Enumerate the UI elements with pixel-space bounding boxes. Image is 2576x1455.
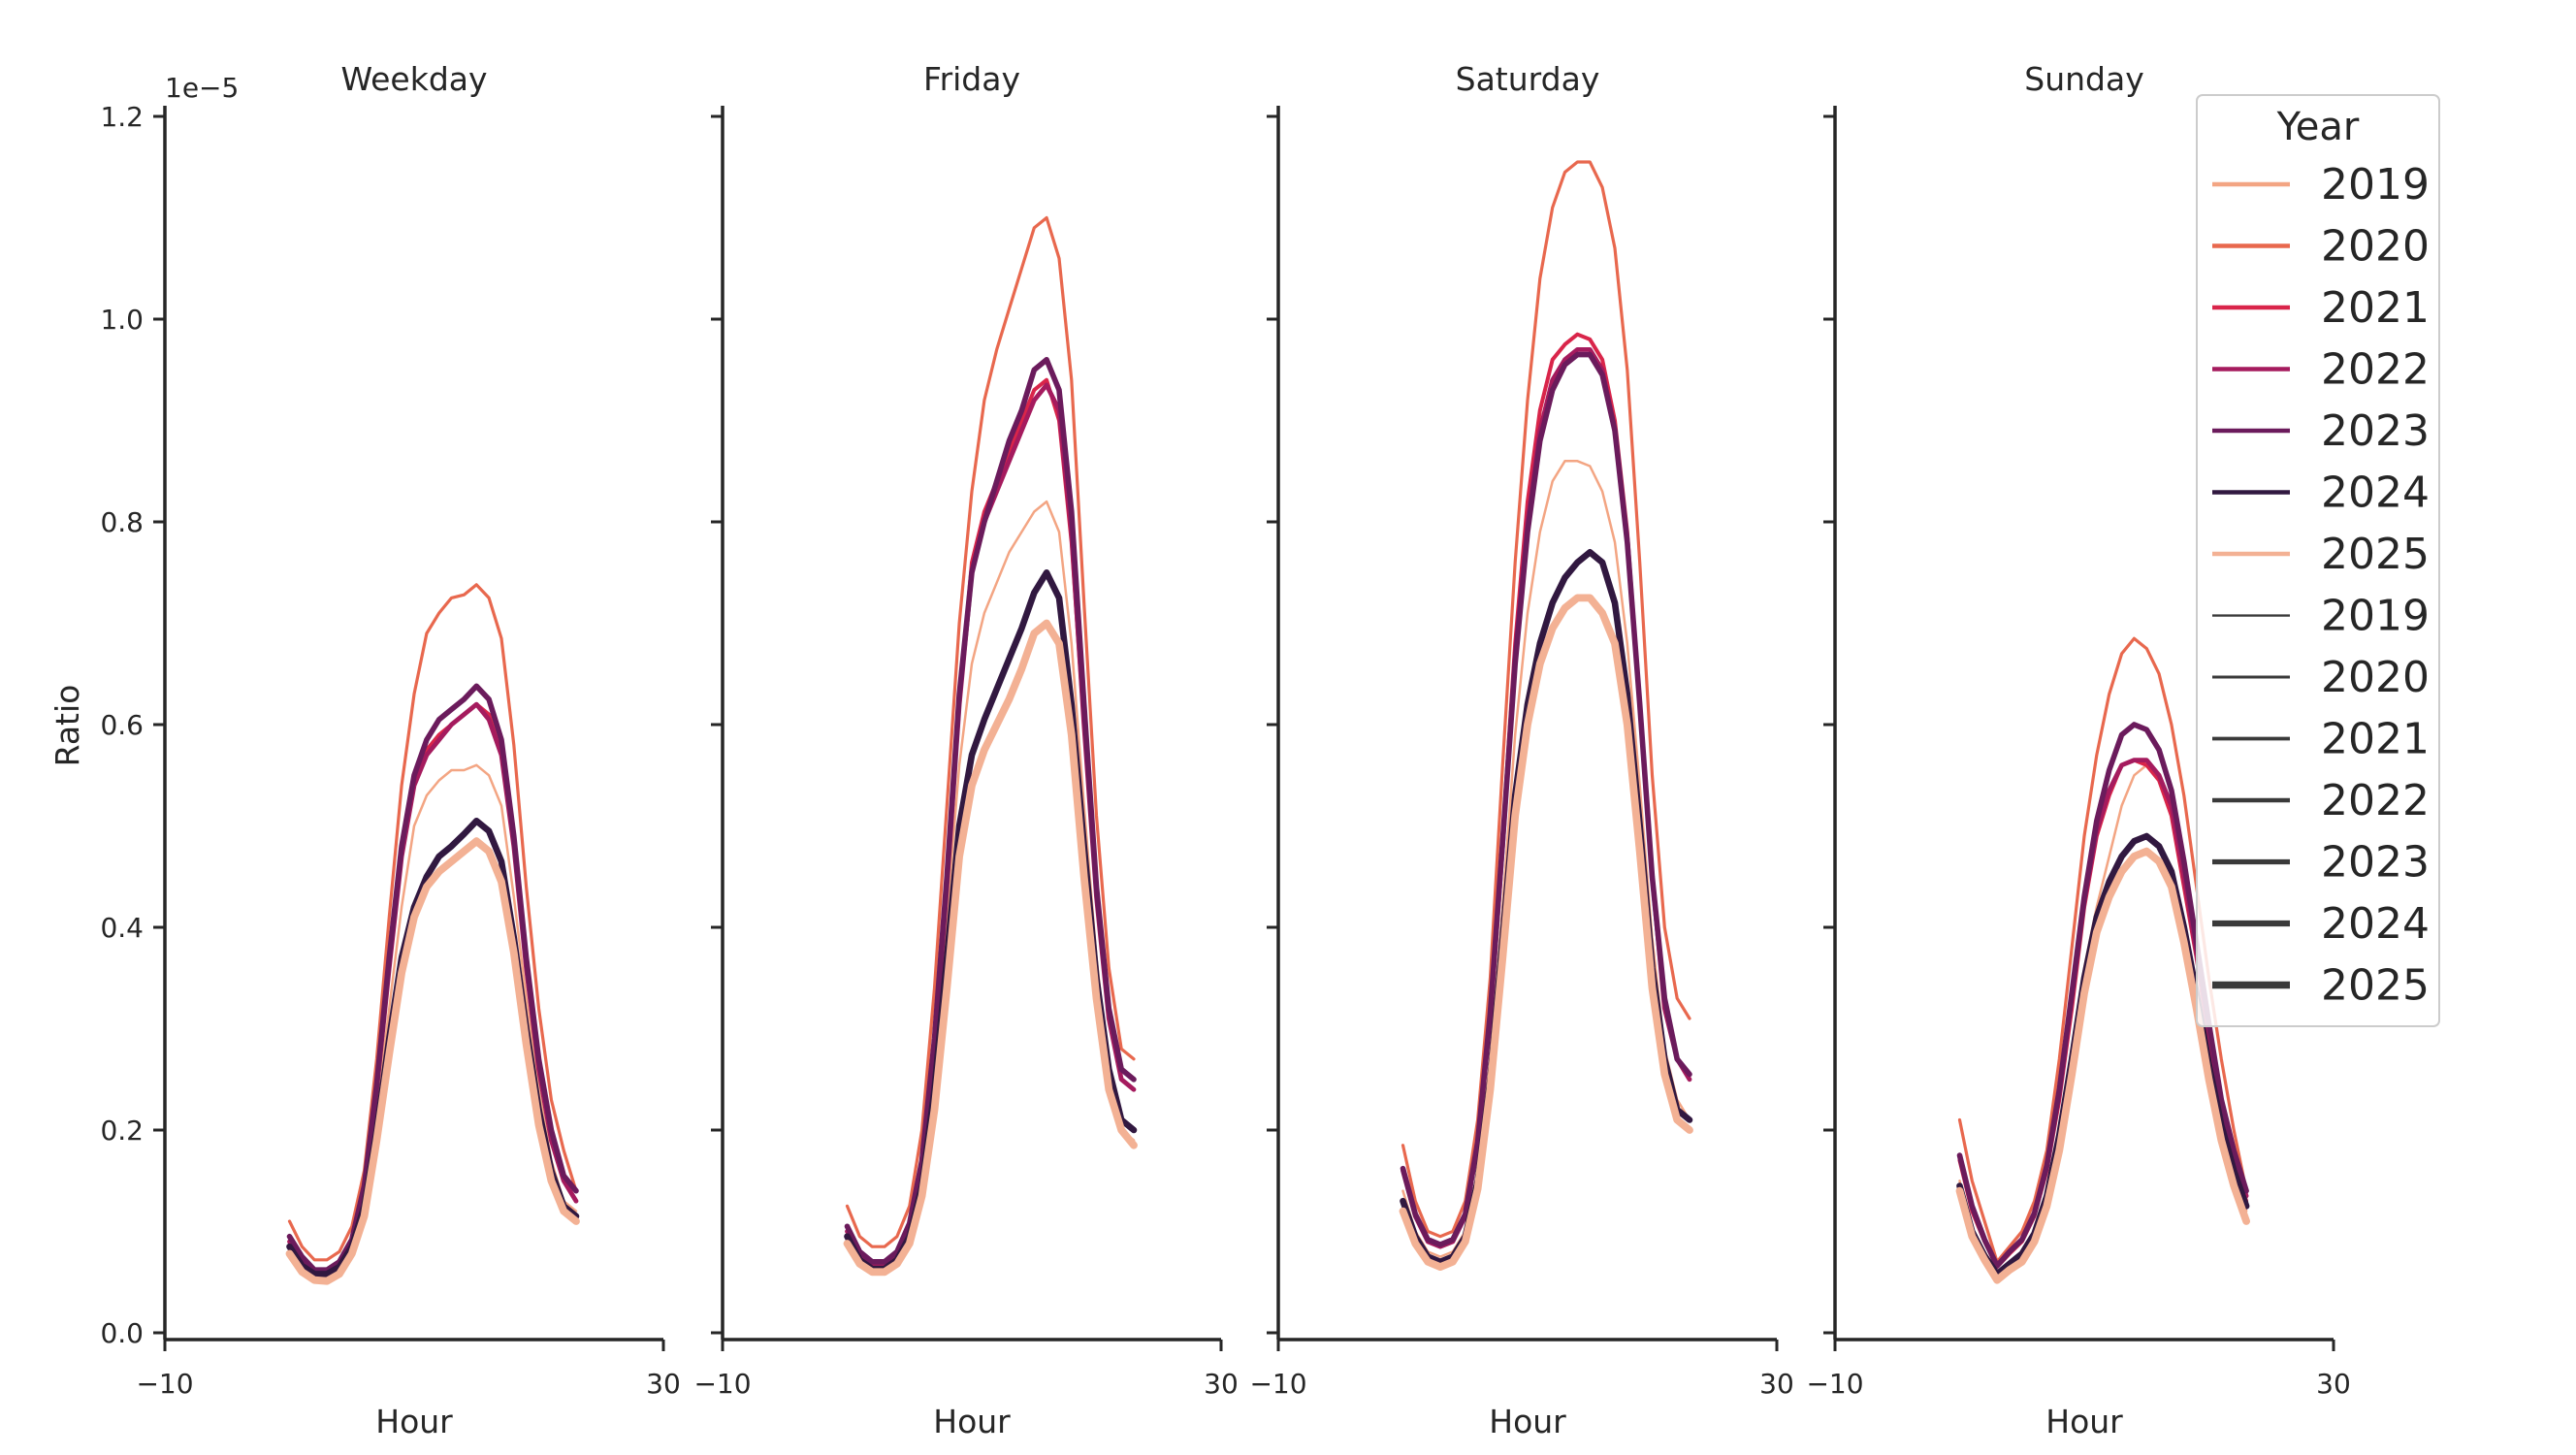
- y-offset-label: 1e−5: [165, 72, 239, 104]
- panel-title: Friday: [923, 60, 1020, 98]
- series-line-2023: [844, 356, 1137, 1265]
- x-tick-label: −10: [136, 1368, 193, 1400]
- legend-hue-label: 2020: [2321, 222, 2430, 272]
- legend-size-label: 2024: [2321, 899, 2430, 949]
- x-axis-label: Hour: [2045, 1403, 2123, 1440]
- legend-hue-label: 2025: [2321, 530, 2430, 579]
- legend-hue-label: 2021: [2321, 283, 2430, 333]
- panel-title: Saturday: [1456, 60, 1600, 98]
- series-line-2023: [1400, 351, 1692, 1247]
- x-axis-label: Hour: [1489, 1403, 1566, 1440]
- legend-hue-label: 2019: [2321, 160, 2430, 210]
- panel-saturday: Saturday −10 30 Hour: [1249, 60, 1793, 1440]
- series-line-2025: [843, 619, 1138, 1277]
- legend: Year 2019 2020 2021 2022 2023 2024 2025 2019 2020…: [2196, 94, 2440, 1027]
- y-axis-label: Ratio: [48, 685, 86, 767]
- legend-size-label: 2023: [2321, 838, 2430, 888]
- x-axis-label: Hour: [933, 1403, 1011, 1440]
- series-group: [843, 215, 1138, 1277]
- legend-hue-label: 2022: [2321, 345, 2430, 395]
- legend-title: Year: [2276, 105, 2360, 149]
- legend-size-label: 2021: [2321, 715, 2430, 764]
- series-line-2020: [287, 583, 578, 1262]
- panel-title: Sunday: [2024, 60, 2143, 98]
- y-tick-label: 1.2: [100, 101, 144, 133]
- x-tick-label: −10: [1806, 1368, 1863, 1400]
- x-tick-label: 30: [646, 1368, 681, 1400]
- panel-title: Weekday: [340, 60, 487, 98]
- series-line-2023: [286, 683, 579, 1273]
- y-tick-label: 0.6: [100, 709, 144, 741]
- y-tick-label: 0.4: [100, 912, 144, 944]
- legend-hue-label: 2023: [2321, 406, 2430, 456]
- y-tick-label: 0.0: [100, 1317, 144, 1349]
- legend-size-label: 2022: [2321, 776, 2430, 825]
- chart-panels: Weekday 0.0 0.2 0.4 0.6 0.8 1.0 1.2 −10 30 Hour Rat…: [48, 60, 2351, 1440]
- series-line-2020: [1401, 160, 1691, 1239]
- x-tick-label: 30: [2316, 1368, 2351, 1400]
- x-tick-label: −10: [1249, 1368, 1306, 1400]
- y-tick-label: 0.2: [100, 1115, 144, 1147]
- x-tick-label: 30: [1759, 1368, 1794, 1400]
- panel-friday: Friday −10 30 Hour: [693, 60, 1238, 1440]
- series-group: [1399, 160, 1693, 1271]
- legend-frame: [2196, 94, 2440, 1027]
- series-line-2025: [1399, 594, 1693, 1271]
- x-tick-label: −10: [693, 1368, 751, 1400]
- legend-size-label: 2025: [2321, 961, 2430, 1011]
- x-tick-label: 30: [1204, 1368, 1239, 1400]
- series-line-2019: [1401, 460, 1691, 1258]
- series-group: [285, 583, 580, 1285]
- y-tick-label: 0.8: [100, 506, 144, 538]
- legend-size-label: 2020: [2321, 653, 2430, 702]
- series-line-2020: [845, 215, 1136, 1248]
- x-axis-label: Hour: [375, 1403, 453, 1440]
- series-line-2025: [285, 837, 580, 1285]
- legend-size-label: 2019: [2321, 592, 2430, 641]
- y-tick-label: 1.0: [100, 304, 144, 336]
- panel-weekday: Weekday 0.0 0.2 0.4 0.6 0.8 1.0 1.2 −10 30 Hour Rat…: [48, 60, 681, 1440]
- legend-hue-label: 2024: [2321, 469, 2430, 518]
